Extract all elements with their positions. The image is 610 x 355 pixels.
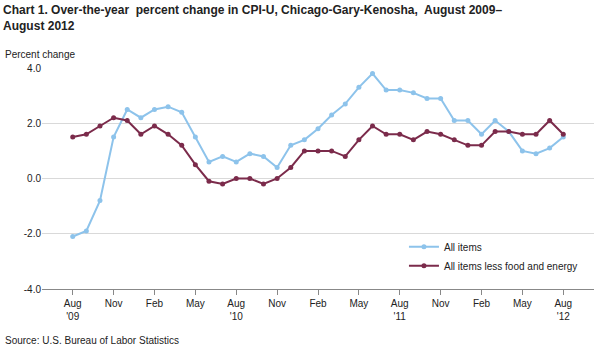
svg-text:Aug'12: Aug'12 <box>554 298 572 322</box>
svg-text:-4.0: -4.0 <box>24 284 42 295</box>
svg-text:All items less food and energy: All items less food and energy <box>444 261 577 272</box>
svg-text:Nov: Nov <box>268 298 286 309</box>
svg-text:Aug'09: Aug'09 <box>64 298 82 322</box>
svg-text:May: May <box>186 298 205 309</box>
svg-text:Feb: Feb <box>146 298 164 309</box>
svg-text:0.0: 0.0 <box>27 173 41 184</box>
svg-text:4.0: 4.0 <box>27 63 41 74</box>
svg-text:All items: All items <box>444 242 482 253</box>
svg-text:Aug'10: Aug'10 <box>227 298 245 322</box>
svg-text:Chart 1. Over-the-year percen: Chart 1. Over-the-year percent change in… <box>3 3 502 33</box>
svg-text:Aug'11: Aug'11 <box>391 298 409 322</box>
svg-text:May: May <box>513 298 532 309</box>
svg-text:-2.0: -2.0 <box>24 228 42 239</box>
svg-text:Nov: Nov <box>432 298 450 309</box>
svg-text:2.0: 2.0 <box>27 118 41 129</box>
svg-text:Feb: Feb <box>473 298 491 309</box>
svg-text:Source: U.S. Bureau of Labor S: Source: U.S. Bureau of Labor Statistics <box>5 335 179 346</box>
svg-text:May: May <box>349 298 368 309</box>
svg-text:Percent change: Percent change <box>5 49 75 60</box>
svg-text:Nov: Nov <box>105 298 123 309</box>
svg-text:Feb: Feb <box>309 298 327 309</box>
